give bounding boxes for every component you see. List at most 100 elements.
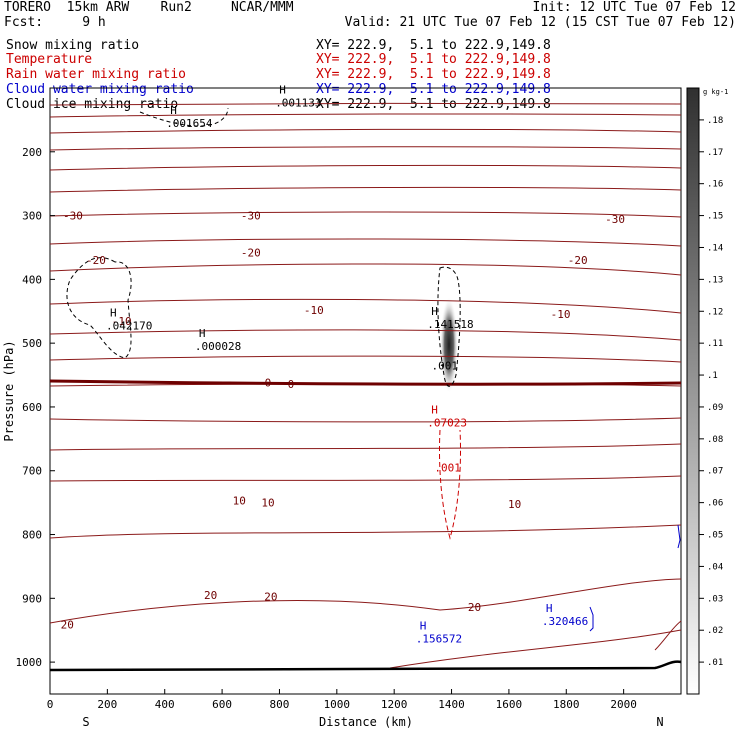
colorbar-tick-label: .05: [707, 531, 723, 541]
header-valid: Valid: 21 UTC Tue 07 Feb 12 (15 CST Tue …: [344, 15, 736, 30]
temperature-contour-label: -10: [304, 304, 324, 317]
maximum-value: .141518: [427, 318, 473, 331]
x-tick-label: 1800: [553, 698, 580, 711]
colorbar-tick-label: .02: [707, 626, 723, 636]
y-tick-label: 900: [22, 592, 42, 605]
x-tick-label: 1400: [438, 698, 465, 711]
header-fcst: Fcst: 9 h: [4, 15, 106, 30]
field-name-rain: Rain water mixing ratio: [6, 67, 187, 82]
header-model: TORERO 15km ARW Run2 NCAR/MMM: [4, 0, 294, 15]
temperature-contour-label: 10: [261, 497, 274, 510]
temperature-contour-label: 20: [468, 601, 481, 614]
temperature-contour-label: 10: [233, 495, 246, 508]
x-axis-label: Distance (km): [319, 715, 413, 729]
field-xy-cloud-water: XY= 222.9, 5.1 to 222.9,149.8: [316, 82, 551, 97]
y-tick-label: 200: [22, 146, 42, 159]
colorbar-tick-label: .15: [707, 212, 723, 222]
maximum-marker: H: [170, 104, 177, 117]
header-init: Init: 12 UTC Tue 07 Feb 12: [532, 0, 737, 15]
temperature-contour-label: -20: [568, 254, 588, 267]
temperature-contour-label: -10: [112, 315, 132, 328]
y-tick-label: 800: [22, 529, 42, 542]
maximum-marker: H: [420, 619, 427, 632]
colorbar-tick-label: .03: [707, 594, 723, 604]
colorbar-tick-label: .09: [707, 403, 723, 413]
x-tick-label: 1200: [381, 698, 408, 711]
colorbar-tick-label: .11: [707, 339, 723, 349]
field-name-snow: Snow mixing ratio: [6, 38, 140, 53]
x-tick-label: 800: [270, 698, 290, 711]
snow-plume-shading: [440, 297, 458, 393]
field-contour-label: .001: [434, 462, 461, 475]
colorbar-tick-label: .06: [707, 499, 723, 509]
colorbar-tick-label: .18: [707, 116, 723, 126]
y-tick-label: 500: [22, 337, 42, 350]
y-tick-label: 600: [22, 401, 42, 414]
colorbar-tick-label: .07: [707, 467, 723, 477]
maximum-value: .156572: [416, 632, 462, 645]
temperature-contour-label: -30: [241, 210, 261, 223]
x-tick-label: 400: [155, 698, 175, 711]
maximum-marker: H: [431, 404, 438, 417]
end-label-right: N: [656, 715, 663, 729]
y-tick-label: 300: [22, 210, 42, 223]
maximum-marker: H: [110, 307, 117, 320]
field-xy-rain: XY= 222.9, 5.1 to 222.9,149.8: [316, 67, 551, 82]
maximum-value: .001654: [166, 117, 213, 130]
field-name-temperature: Temperature: [6, 52, 93, 67]
field-name-cloud-water: Cloud water mixing ratio: [6, 82, 194, 97]
y-tick-label: 700: [22, 465, 42, 478]
cloud-water-contours: [589, 524, 681, 632]
snow-contours: [66, 107, 461, 387]
end-label-left: S: [82, 715, 89, 729]
colorbar-tick-label: .1: [707, 371, 718, 381]
temperature-contour-label: -10: [551, 308, 571, 321]
colorbar: [686, 87, 700, 695]
temperature-contour-label: 0: [288, 378, 295, 391]
maximum-value: .320466: [542, 615, 588, 628]
zero-degree-isotherm: [49, 379, 682, 386]
maximum-marker: H: [199, 327, 206, 340]
y-tick-label: 1000: [16, 656, 43, 669]
ground-line: [49, 660, 682, 672]
maximum-marker: H: [431, 305, 438, 318]
x-tick-label: 2000: [610, 698, 637, 711]
colorbar-tick-label: .04: [707, 562, 723, 572]
x-tick-label: 600: [212, 698, 232, 711]
colorbar-tick-label: .17: [707, 148, 723, 158]
y-tick-label: 400: [22, 273, 42, 286]
x-tick-label: 1600: [496, 698, 523, 711]
rain-contour: [438, 429, 462, 540]
field-xy-cloud-ice: XY= 222.9, 5.1 to 222.9,149.8: [316, 97, 551, 112]
field-xy-temperature: XY= 222.9, 5.1 to 222.9,149.8: [316, 52, 551, 67]
field-xy-snow: XY= 222.9, 5.1 to 222.9,149.8: [316, 38, 551, 53]
maximum-value: .042170: [106, 320, 152, 333]
colorbar-tick-label: .08: [707, 435, 723, 445]
x-tick-label: 200: [97, 698, 117, 711]
temperature-contour-label: -30: [63, 210, 83, 223]
maximum-marker: H: [279, 83, 286, 96]
x-tick-label: 1000: [324, 698, 351, 711]
colorbar-units: g kg-1: [703, 88, 728, 96]
temperature-contour-label: -30: [605, 213, 625, 226]
colorbar-tick-label: .16: [707, 180, 723, 190]
temperature-contour-label: -20: [241, 247, 261, 260]
temperature-contour-label: 20: [204, 589, 217, 602]
x-tick-label: 0: [47, 698, 54, 711]
maximum-value: .000028: [195, 340, 241, 353]
colorbar-tick-label: .13: [707, 275, 723, 285]
temperature-contours: [49, 102, 682, 669]
colorbar-tick-label: .12: [707, 307, 723, 317]
maximum-value: .07023: [427, 417, 467, 430]
field-contour-label: .001: [431, 359, 458, 372]
maximum-value: .001133: [275, 96, 321, 109]
colorbar-tick-label: .01: [707, 658, 723, 668]
temperature-contour-label: -20: [86, 254, 106, 267]
temperature-contour-label: 0: [265, 377, 272, 390]
temperature-contour-label: 20: [61, 618, 74, 631]
maximum-marker: H: [546, 602, 553, 615]
colorbar-tick-label: .14: [707, 243, 723, 253]
plot-frame: [49, 87, 682, 695]
temperature-contour-label: 20: [264, 590, 277, 603]
